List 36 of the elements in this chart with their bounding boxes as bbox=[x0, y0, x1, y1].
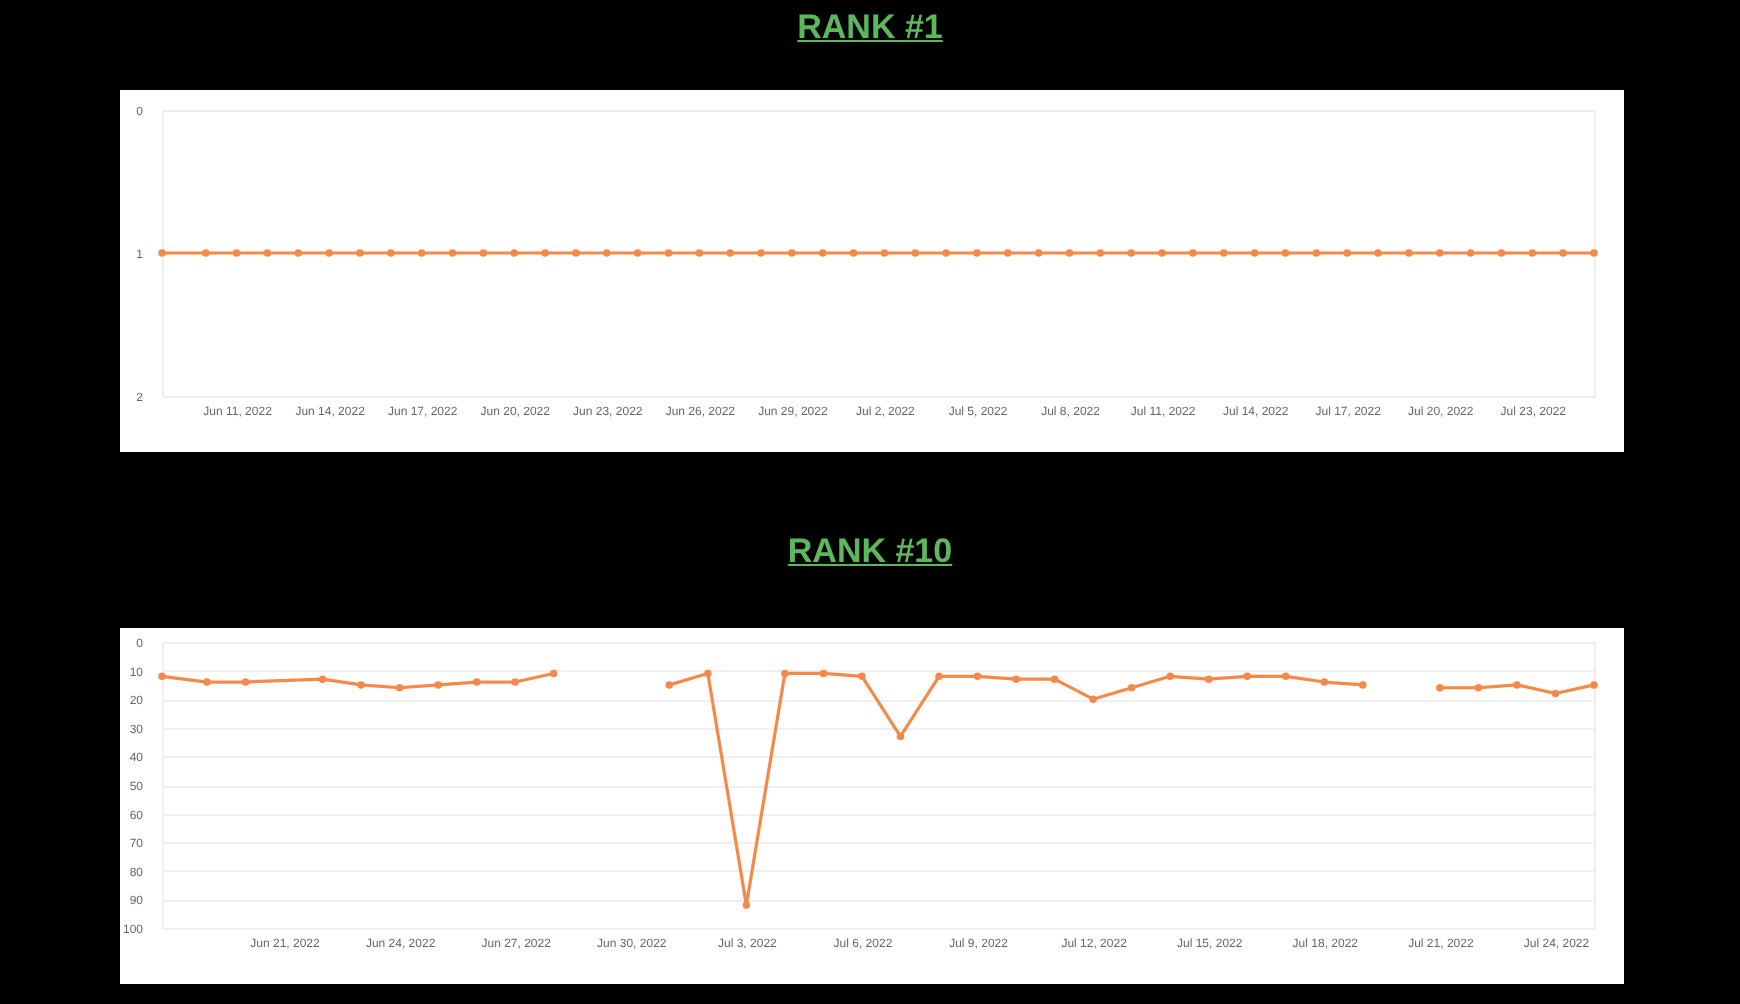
point bbox=[896, 732, 905, 741]
point bbox=[158, 672, 166, 681]
point bbox=[241, 678, 250, 686]
point bbox=[472, 678, 481, 686]
point bbox=[1127, 684, 1136, 692]
point bbox=[1590, 681, 1598, 689]
point bbox=[973, 672, 982, 681]
point bbox=[1089, 695, 1097, 703]
point bbox=[704, 669, 712, 678]
point bbox=[1551, 689, 1560, 698]
point bbox=[1204, 675, 1213, 683]
point bbox=[935, 672, 943, 681]
chart-title: RANK #1 bbox=[795, 8, 945, 48]
point bbox=[742, 901, 751, 909]
point bbox=[1050, 675, 1059, 683]
chart-title: RANK #10 bbox=[785, 532, 955, 572]
point bbox=[434, 681, 442, 689]
point bbox=[819, 669, 828, 678]
point bbox=[1012, 675, 1020, 683]
point bbox=[395, 684, 404, 692]
point bbox=[1282, 672, 1290, 681]
point bbox=[1474, 684, 1483, 692]
point bbox=[1166, 672, 1174, 681]
point bbox=[203, 678, 211, 686]
point bbox=[858, 672, 866, 681]
point bbox=[1513, 681, 1521, 689]
point bbox=[1320, 678, 1329, 686]
point bbox=[511, 678, 519, 686]
point bbox=[1359, 681, 1367, 689]
point bbox=[357, 681, 365, 689]
point bbox=[665, 681, 674, 689]
point bbox=[549, 669, 558, 678]
point bbox=[318, 675, 327, 683]
point bbox=[1436, 684, 1444, 692]
point bbox=[1243, 672, 1251, 681]
point bbox=[781, 669, 789, 678]
